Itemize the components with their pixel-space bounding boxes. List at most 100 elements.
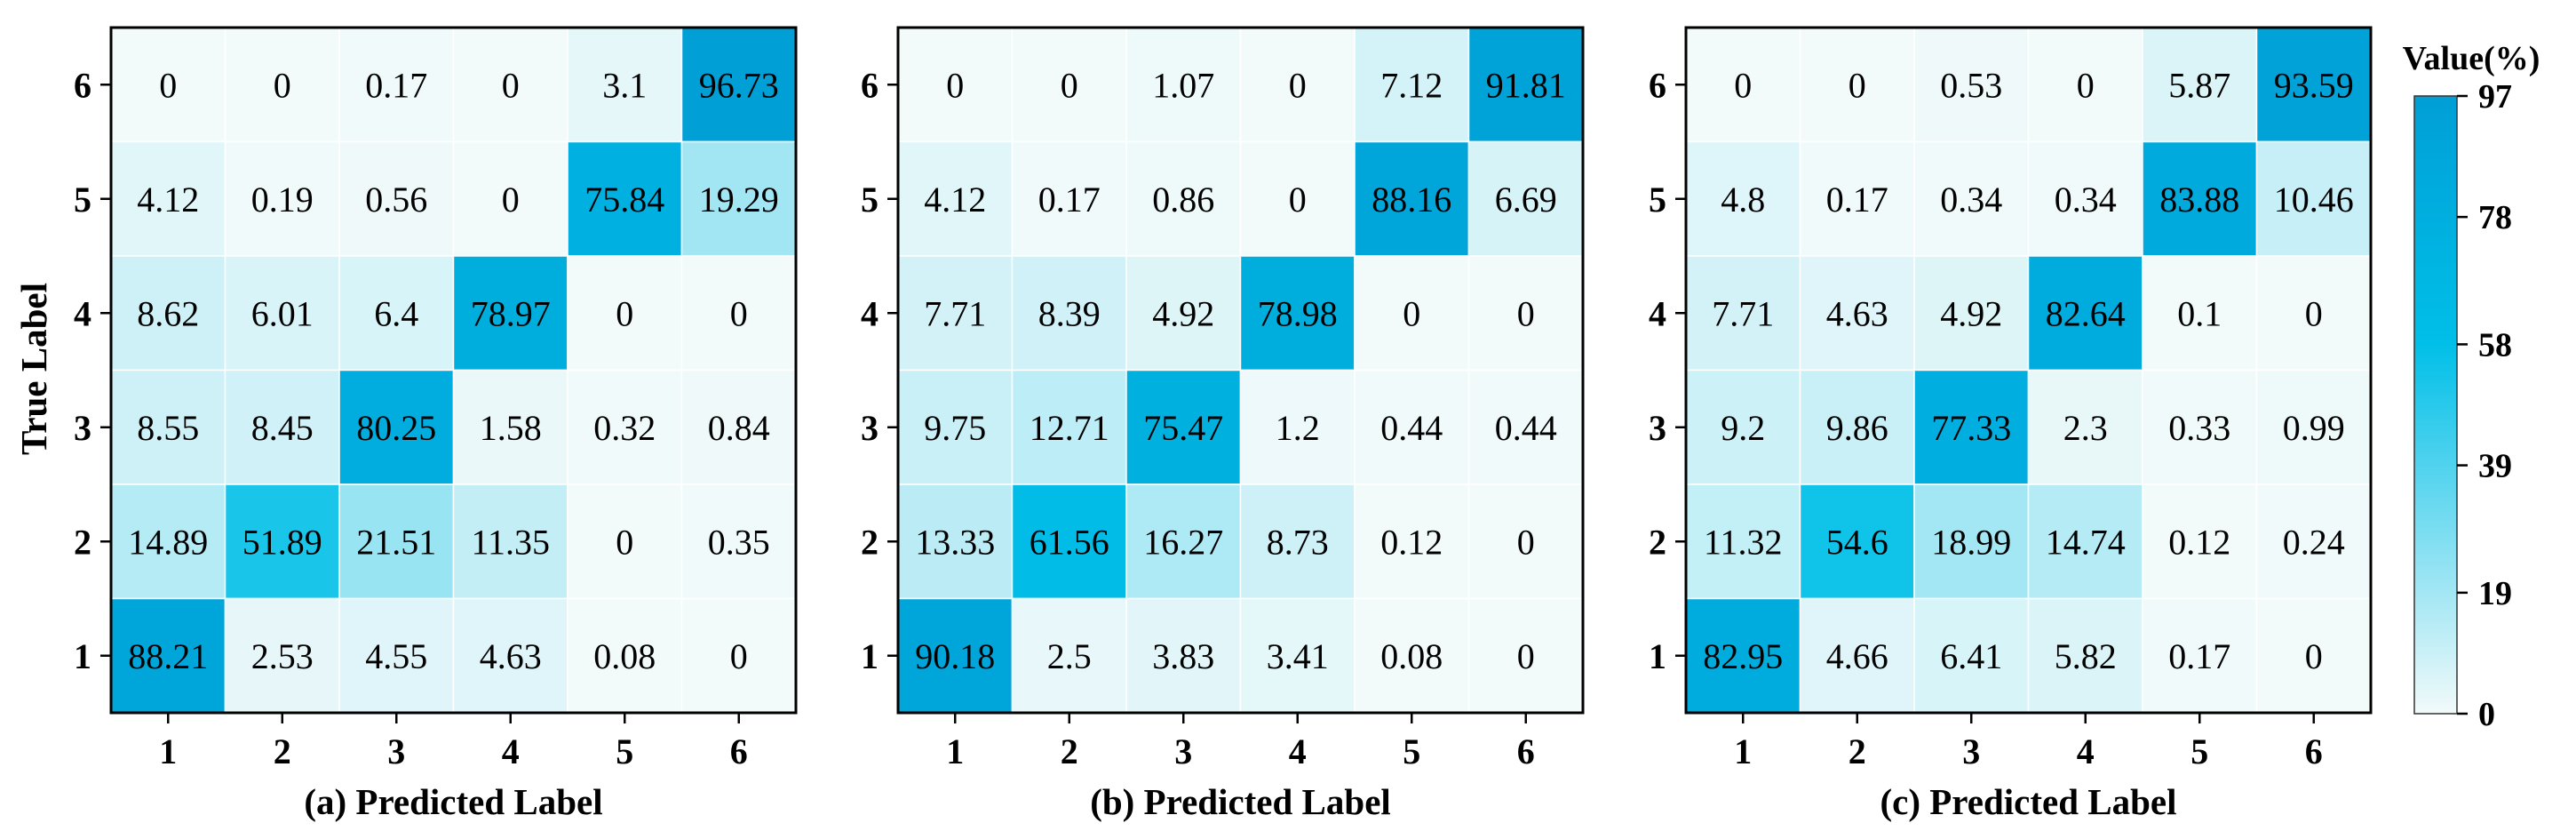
cell-value-label: 75.84 <box>584 180 664 220</box>
cell-value-label: 4.92 <box>1152 293 1214 333</box>
cell-value-label: 0 <box>1289 180 1307 220</box>
heatmap-cell <box>1239 483 1356 600</box>
heatmap-cell <box>2142 369 2258 485</box>
cell-value-label: 21.51 <box>356 522 436 562</box>
x-axis-title: (b) Predicted Label <box>1090 781 1391 822</box>
cell-value-label: 4.66 <box>1826 636 1888 676</box>
heatmap-cell <box>897 597 1014 714</box>
heatmap-cell <box>2255 483 2372 600</box>
cell-value-label: 19.29 <box>699 180 779 220</box>
cell-value-label: 2.3 <box>2063 408 2108 448</box>
cell-value-label: 0.53 <box>1940 65 2002 105</box>
heatmap-cell <box>224 27 340 143</box>
cell-value-label: 16.27 <box>1143 522 1223 562</box>
cell-value-label: 77.33 <box>1931 408 2011 448</box>
heatmap-cell <box>1799 140 1915 257</box>
cell-value-label: 11.35 <box>471 522 550 562</box>
x-tick-label: 3 <box>387 731 405 771</box>
cell-value-label: 0.17 <box>1826 180 1888 220</box>
y-tick-label: 6 <box>74 65 91 105</box>
heatmap-cell <box>1011 369 1127 485</box>
cell-value-label: 0.12 <box>1380 522 1443 562</box>
heatmap-cell <box>897 369 1014 485</box>
heatmap-cell <box>2142 597 2258 714</box>
heatmap-cell <box>452 27 568 143</box>
cell-value-label: 0 <box>2305 636 2323 676</box>
cell-value-label: 2.5 <box>1047 636 1092 676</box>
heatmap-cell <box>1354 597 1470 714</box>
cell-value-label: 4.55 <box>365 636 427 676</box>
cell-value-label: 0.56 <box>365 180 427 220</box>
x-tick-label: 5 <box>1403 731 1420 771</box>
heatmap-cell <box>1125 369 1242 485</box>
cell-value-label: 8.45 <box>251 408 314 448</box>
y-tick-label: 2 <box>74 522 91 562</box>
heatmap-cell <box>680 140 797 257</box>
heatmap-cell <box>1011 255 1127 372</box>
heatmap-cell <box>1685 369 1801 485</box>
heatmap-cell <box>1467 597 1584 714</box>
heatmap-cell <box>452 483 568 600</box>
heatmap-cell <box>1125 140 1242 257</box>
cell-value-label: 4.8 <box>1721 180 1765 220</box>
heatmap-cell <box>1913 140 2030 257</box>
cell-value-label: 4.12 <box>137 180 199 220</box>
colorbar-ticks: 0 19 39 58 78 97 <box>2457 78 2512 733</box>
heatmap-cell <box>567 27 683 143</box>
x-tick-label: 5 <box>616 731 633 771</box>
y-tick-label: 2 <box>861 522 879 562</box>
y-axis-title: True Label <box>13 283 54 455</box>
heatmap-cell <box>1913 597 2030 714</box>
x-tick-label: 3 <box>1962 731 1980 771</box>
cell-value-label: 82.64 <box>2046 293 2126 333</box>
cell-value-label: 9.86 <box>1826 408 1888 448</box>
heatmap-cell <box>1799 483 1915 600</box>
cell-value-label: 78.97 <box>471 293 551 333</box>
cell-value-label: 4.92 <box>1940 293 2002 333</box>
cell-value-label: 8.55 <box>137 408 199 448</box>
y-tick-label: 4 <box>861 293 879 333</box>
heatmap-cell <box>2255 255 2372 372</box>
cell-value-label: 4.12 <box>924 180 986 220</box>
heatmap-cell <box>110 483 227 600</box>
cell-value-label: 0 <box>502 65 520 105</box>
cell-value-label: 0.33 <box>2168 408 2230 448</box>
x-tick-label: 4 <box>2077 731 2095 771</box>
heatmap-frame <box>896 26 1585 715</box>
cell-value-label: 90.18 <box>915 636 995 676</box>
heatmap-cell <box>1685 140 1801 257</box>
cell-value-label: 18.99 <box>1931 522 2011 562</box>
y-tick-label: 3 <box>74 408 91 448</box>
heatmap-cell <box>2027 597 2143 714</box>
cell-value-label: 0.86 <box>1152 180 1214 220</box>
cell-value-label: 10.46 <box>2274 180 2354 220</box>
heatmap-cell <box>2142 140 2258 257</box>
x-tick-label: 6 <box>2305 731 2323 771</box>
x-tick-label: 1 <box>946 731 964 771</box>
heatmap-cell <box>2255 597 2372 714</box>
cell-value-label: 0 <box>616 293 633 333</box>
colorbar-tick-label: 58 <box>2478 326 2512 364</box>
y-tick-label: 3 <box>861 408 879 448</box>
heatmap-cell <box>2027 27 2143 143</box>
cell-value-label: 7.12 <box>1380 65 1443 105</box>
colorbar-tick-label: 78 <box>2478 199 2512 236</box>
colorbar-title: Value(%) <box>2403 40 2540 77</box>
heatmap-panel-3: 0 0 0.53 0 5.87 93.59 4.8 0.17 0.34 0.34 83.88 10.4… <box>1649 26 2373 822</box>
cell-value-label: 0 <box>730 293 748 333</box>
y-tick-label: 5 <box>861 180 879 220</box>
cell-value-label: 0.1 <box>2177 293 2222 333</box>
heatmap-cell <box>680 597 797 714</box>
cell-value-label: 12.71 <box>1030 408 1109 448</box>
heatmap-cell <box>110 597 227 714</box>
cell-value-label: 11.32 <box>1704 522 1783 562</box>
colorbar-tick-label: 19 <box>2478 575 2512 612</box>
cell-value-label: 88.16 <box>1371 180 1451 220</box>
heatmap-cell <box>1011 483 1127 600</box>
heatmap-frame <box>1684 26 2373 715</box>
colorbar-tick-label: 39 <box>2478 448 2512 485</box>
y-tick-label: 1 <box>74 636 91 676</box>
x-tick-label: 1 <box>1734 731 1752 771</box>
heatmap-cell <box>680 27 797 143</box>
cell-value-label: 0.34 <box>2055 180 2117 220</box>
